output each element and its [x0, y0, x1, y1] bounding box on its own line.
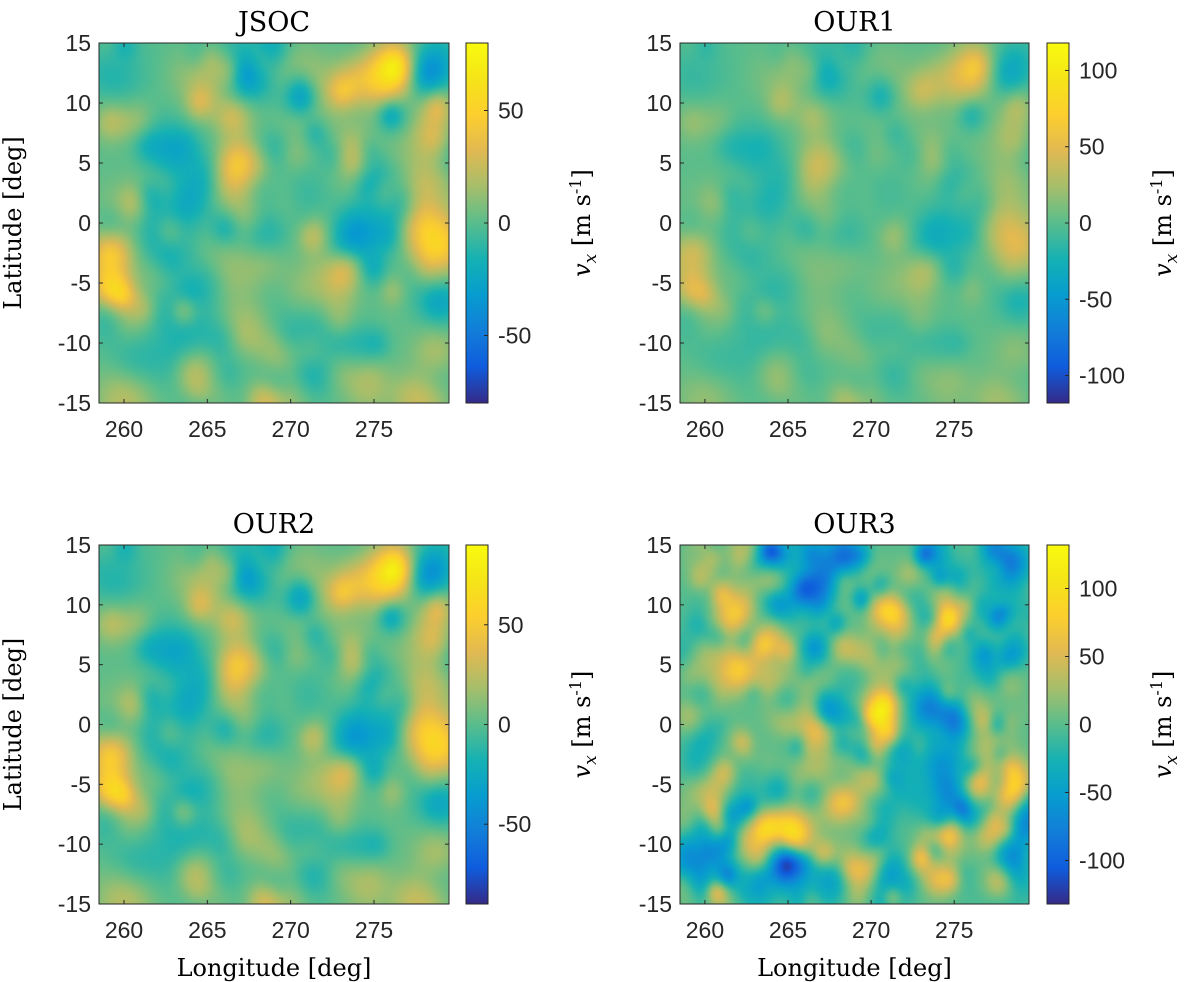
y-tick-label: -10 [58, 831, 91, 857]
x-tick-label: 270 [852, 416, 890, 442]
colorbar-tick-label: 50 [1079, 644, 1105, 670]
x-tick-label: 260 [686, 416, 724, 442]
x-tick-label: 270 [271, 917, 309, 943]
colorbar-tick-label: -100 [1079, 847, 1125, 873]
y-tick-label: -5 [71, 771, 91, 797]
colorbar-tick-label: -50 [1079, 779, 1112, 805]
y-tick-label: 10 [646, 90, 672, 116]
y-tick-label: 0 [78, 712, 91, 738]
x-tick-label: 275 [355, 416, 393, 442]
y-tick-label: -10 [639, 831, 672, 857]
x-tick-label: 260 [105, 416, 143, 442]
x-tick-label: 275 [355, 917, 393, 943]
colorbar-tick-label: -50 [498, 811, 531, 837]
y-tick-label: 5 [78, 150, 91, 176]
y-tick-label: -10 [58, 330, 91, 356]
colorbar-label: vx [m s-1] [1147, 671, 1182, 779]
colorbar-tick-label: 0 [1079, 210, 1092, 236]
x-axis-label: Longitude [deg] [177, 954, 372, 982]
y-tick-label: -5 [652, 771, 672, 797]
heatmap-image [99, 545, 449, 904]
y-tick-label: 15 [646, 30, 672, 56]
y-tick-label: 5 [659, 150, 672, 176]
colorbar-tick-label: 0 [498, 712, 511, 738]
heatmap-image [99, 43, 449, 403]
colorbar [1047, 545, 1069, 904]
y-tick-label: -15 [58, 390, 91, 416]
y-tick-label: 0 [659, 210, 672, 236]
colorbar-tick-label: -50 [1079, 286, 1112, 312]
colorbar-tick-label: -50 [498, 323, 531, 349]
x-tick-label: 275 [935, 917, 973, 943]
y-tick-label: 15 [65, 30, 91, 56]
x-tick-label: 275 [935, 416, 973, 442]
y-tick-label: -15 [58, 891, 91, 917]
colorbar-label: vx [m s-1] [1147, 169, 1182, 277]
colorbar-tick-label: 100 [1079, 57, 1117, 83]
colorbar-tick-label: 50 [498, 98, 524, 124]
x-tick-label: 265 [769, 416, 807, 442]
y-tick-label: 15 [65, 532, 91, 558]
colorbar-tick-label: -100 [1079, 363, 1125, 389]
x-axis-label: Longitude [deg] [757, 954, 952, 982]
y-tick-label: -15 [639, 390, 672, 416]
colorbar-tick-label: 100 [1079, 576, 1117, 602]
colorbar-label: vx [m s-1] [566, 169, 601, 277]
colorbar [466, 545, 488, 904]
y-tick-label: 10 [646, 592, 672, 618]
colorbar [1047, 43, 1069, 403]
x-tick-label: 265 [188, 917, 226, 943]
y-tick-label: -5 [71, 270, 91, 296]
y-tick-label: -5 [652, 270, 672, 296]
y-tick-label: 15 [646, 532, 672, 558]
y-tick-label: 10 [65, 592, 91, 618]
x-tick-label: 260 [105, 917, 143, 943]
panel-title: JSOC [235, 7, 310, 38]
x-tick-label: 270 [271, 416, 309, 442]
y-tick-label: -15 [639, 891, 672, 917]
y-tick-label: 10 [65, 90, 91, 116]
y-tick-label: 5 [659, 652, 672, 678]
y-axis-label: Latitude [deg] [0, 638, 27, 812]
colorbar-tick-label: 0 [1079, 712, 1092, 738]
colorbar-tick-label: 0 [498, 210, 511, 236]
x-tick-label: 265 [188, 416, 226, 442]
colorbar-tick-label: 50 [498, 612, 524, 638]
y-axis-label: Latitude [deg] [0, 136, 27, 310]
x-tick-label: 270 [852, 917, 890, 943]
panel-title: OUR2 [233, 509, 315, 540]
colorbar-label: vx [m s-1] [566, 671, 601, 779]
x-tick-label: 260 [686, 917, 724, 943]
y-tick-label: 0 [78, 210, 91, 236]
colorbar-tick-label: 50 [1079, 134, 1105, 160]
panel-title: OUR3 [813, 509, 895, 540]
panel-title: OUR1 [813, 7, 895, 38]
heatmap-image [680, 545, 1029, 904]
colorbar [466, 43, 488, 403]
y-tick-label: 0 [659, 712, 672, 738]
y-tick-label: 5 [78, 652, 91, 678]
y-tick-label: -10 [639, 330, 672, 356]
x-tick-label: 265 [769, 917, 807, 943]
heatmap-image [680, 43, 1029, 403]
